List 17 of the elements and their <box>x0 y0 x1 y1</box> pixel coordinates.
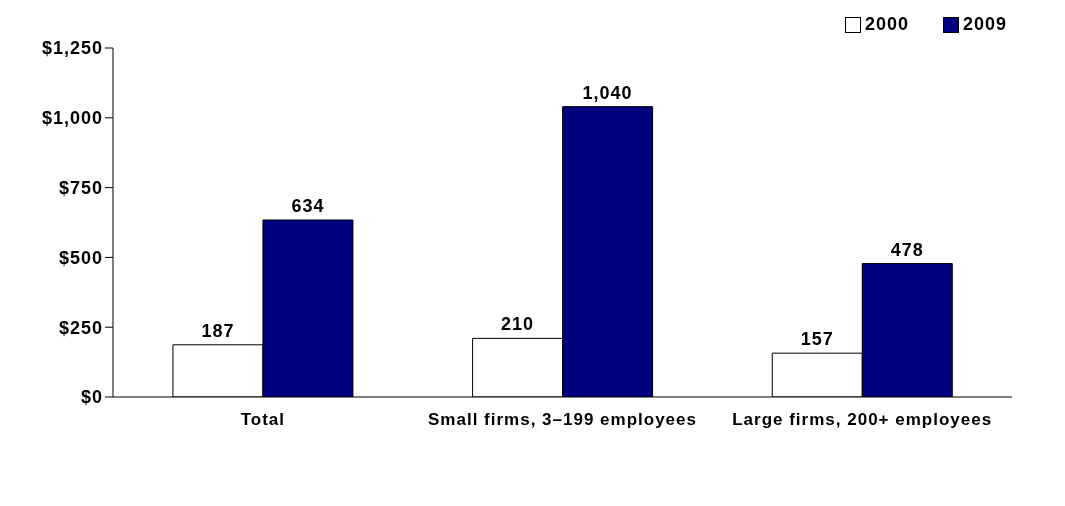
y-tick-label: $1,250 <box>41 38 103 59</box>
x-tick-label: Total <box>240 410 286 430</box>
y-tick-label: $750 <box>58 177 103 198</box>
data-label: 187 <box>201 320 235 341</box>
legend-label: 2000 <box>863 14 909 35</box>
data-label: 634 <box>291 195 325 216</box>
data-label: 478 <box>890 239 924 260</box>
y-tick-label: $1,000 <box>41 108 103 129</box>
data-label: 1,040 <box>582 82 633 103</box>
data-label: 157 <box>800 329 834 350</box>
y-tick-label: $0 <box>80 387 103 408</box>
data-label: 210 <box>501 314 535 335</box>
x-tick-label: Small firms, 3–199 employees <box>428 410 697 430</box>
y-tick-label: $500 <box>58 247 103 268</box>
legend-label: 2009 <box>961 14 1007 35</box>
y-tick-label: $250 <box>58 317 103 338</box>
x-tick-label: Large firms, 200+ employees <box>732 410 993 430</box>
